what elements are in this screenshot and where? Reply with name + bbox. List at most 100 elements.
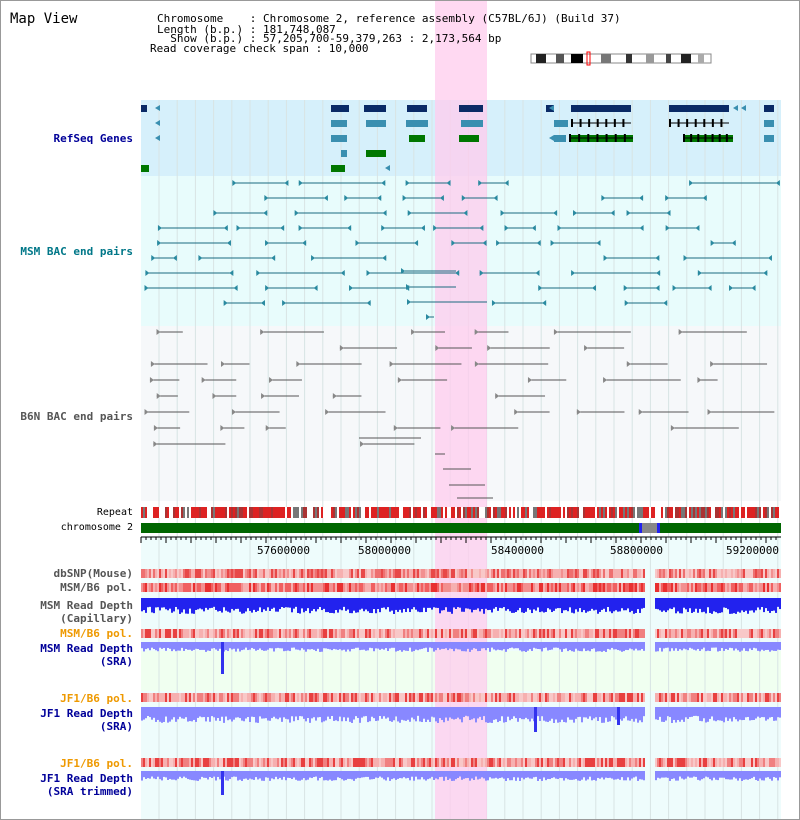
jf1-b6-pol-trimmed-density [219,758,221,767]
dbsnp-density [315,569,317,578]
msm-depth-capillary-bar [281,598,283,608]
jf1-b6-pol-trimmed-density [747,758,749,767]
msm-depth-capillary-bar [423,598,425,608]
bac-end-marker [451,240,456,246]
jf1-b6-pol-density [409,693,411,702]
msm-b6-pol-density [339,583,341,592]
jf1-b6-pol-trimmed-density [503,758,505,767]
jf1-depth-trimmed-bar [625,771,627,781]
jf1-b6-pol-trimmed-density [737,758,739,767]
bac-end-marker [150,361,155,367]
msm-depth-sra-bar [719,642,721,651]
jf1-depth-sra-bar [695,707,697,716]
dbsnp-density [697,569,699,578]
msm-b6-pol-density [505,583,507,592]
dbsnp-density [765,569,767,578]
dbsnp-density [393,569,395,578]
repeat-segment [725,507,727,518]
msm-b6-pol-sra-density [491,629,493,638]
jf1-b6-pol-density [475,693,477,702]
repeat-segment [611,507,613,518]
jf1-depth-sra-bar [621,707,623,721]
jf1-b6-pol-trimmed-density [177,758,179,767]
dbsnp-density [701,569,703,578]
msm-b6-pol-sra-density [487,629,489,638]
dbsnp-density [503,569,505,578]
msm-b6-pol-sra-density [605,629,607,638]
track-label-msm-bac[interactable]: MSM BAC end pairs [20,245,133,258]
repeat-segment [435,507,437,518]
jf1-depth-sra-bar [429,707,431,722]
msm-depth-capillary-bar [587,598,589,612]
msm-depth-sra-bar [565,642,567,649]
msm-b6-pol-density [545,583,547,592]
repeat-segment [629,507,631,518]
jf1-depth-trimmed-bar [311,771,313,779]
repeat-segment [577,507,579,518]
msm-b6-pol-density [731,583,733,592]
dbsnp-density [485,569,487,578]
msm-b6-pol-density [293,583,295,592]
msm-b6-pol-density [213,583,215,592]
track-label-repeat[interactable]: Repeat [96,507,133,518]
dbsnp-density [355,569,357,578]
jf1-depth-sra-bar [401,707,403,720]
msm-depth-sra-bar [373,642,375,652]
jf1-depth-sra-bar [353,707,355,720]
bac-end-marker [663,300,668,306]
bac-end-marker [153,441,158,447]
dbsnp-density [227,569,229,578]
msm-b6-pol-density [659,583,661,592]
jf1-depth-trimmed-bar [443,771,445,781]
msm-depth-sra-bar [639,642,641,651]
jf1-depth-sra-bar [301,707,303,717]
track-label-refseq[interactable]: RefSeq Genes [53,132,133,145]
msm-b6-pol-sra-density [761,629,763,638]
dbsnp-density [459,569,461,578]
jf1-b6-pol-density [243,693,245,702]
track-label-jf1-b6-pol[interactable]: JF1/B6 pol. [60,692,133,705]
msm-b6-pol-sra-density [749,629,751,638]
track-label-msm-depth-sra[interactable]: MSM Read Depth [40,642,133,655]
msm-depth-capillary-bar [405,598,407,613]
track-label-dbsnp[interactable]: dbSNP(Mouse) [53,567,133,580]
jf1-b6-pol-density [597,693,599,702]
jf1-b6-pol-trimmed-density [751,758,753,767]
msm-depth-sra-bar [485,642,487,651]
bac-end-marker [610,210,615,216]
track-label-jf1-b6-pol-trimmed[interactable]: JF1/B6 pol. [60,757,133,770]
track-label-b6n-bac[interactable]: B6N BAC end pairs [20,410,133,423]
msm-b6-pol-sra-density [341,629,343,638]
bac-end-marker [260,300,265,306]
jf1-depth-sra-bar [579,707,581,717]
dbsnp-density [521,569,523,578]
msm-depth-sra-bar [759,642,761,652]
dbsnp-density [551,569,553,578]
msm-b6-pol-density [169,583,171,592]
dbsnp-density [271,569,273,578]
jf1-b6-pol-trimmed-density [745,758,747,767]
repeat-segment [271,507,273,518]
msm-b6-pol-density [779,583,781,592]
track-label-msm-depth-capillary[interactable]: MSM Read Depth [40,599,133,612]
jf1-depth-sra-bar [161,707,163,723]
track-label-chromosome[interactable]: chromosome 2 [60,522,133,533]
track-label-jf1-depth-trimmed[interactable]: JF1 Read Depth [40,772,133,785]
msm-b6-pol-sra-density [493,629,495,638]
track-label-msm-b6-pol-sra[interactable]: MSM/B6 pol. [60,627,133,640]
msm-b6-pol-sra-density [451,629,453,638]
msm-b6-pol-sra-density [293,629,295,638]
ideogram-band [646,54,654,63]
msm-b6-pol-sra-density [551,629,553,638]
track-label-msm-b6-pol[interactable]: MSM/B6 pol. [60,581,133,594]
jf1-b6-pol-density [427,693,429,702]
jf1-b6-pol-trimmed-density [519,758,521,767]
track-label-jf1-depth-sra[interactable]: JF1 Read Depth [40,707,133,720]
repeat-segment [179,507,181,518]
jf1-b6-pol-trimmed-density [393,758,395,767]
msm-depth-sra-bar [619,642,621,651]
msm-depth-sra-bar [529,642,531,650]
msm-depth-sra-bar [315,642,317,652]
msm-b6-pol-density [629,583,631,592]
